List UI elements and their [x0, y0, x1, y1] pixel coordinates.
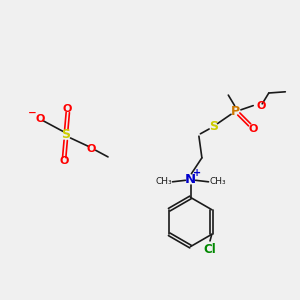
Text: −: − [28, 108, 37, 118]
Text: +: + [193, 168, 202, 178]
Text: O: O [60, 155, 69, 166]
Text: Cl: Cl [203, 243, 216, 256]
Text: P: P [231, 104, 240, 118]
Text: O: O [63, 104, 72, 115]
Text: O: O [249, 124, 258, 134]
Text: O: O [257, 100, 266, 111]
Text: O: O [87, 143, 96, 154]
Text: CH₃: CH₃ [155, 177, 172, 186]
Text: CH₃: CH₃ [209, 177, 226, 186]
Text: S: S [61, 128, 70, 142]
Text: N: N [185, 173, 196, 186]
Text: O: O [36, 113, 45, 124]
Text: S: S [209, 120, 218, 133]
